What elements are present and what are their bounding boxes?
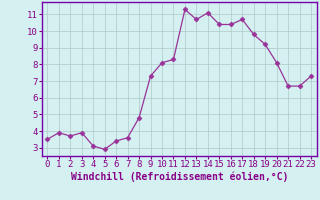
X-axis label: Windchill (Refroidissement éolien,°C): Windchill (Refroidissement éolien,°C) — [70, 172, 288, 182]
